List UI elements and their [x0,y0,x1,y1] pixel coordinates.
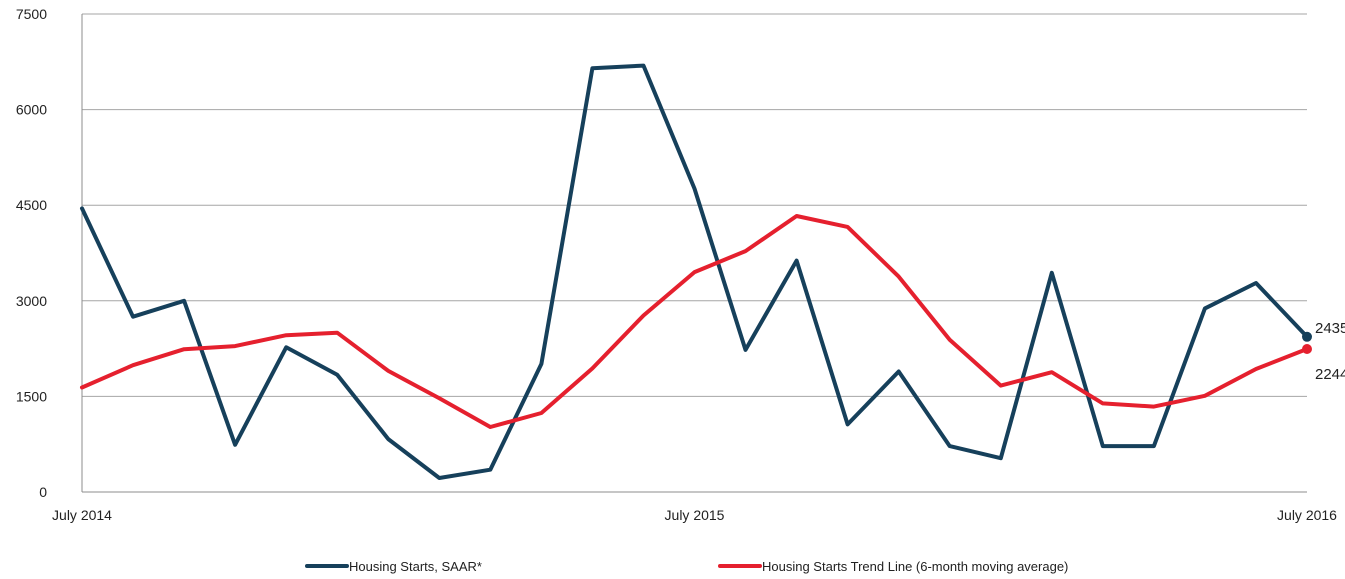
y-tick-label: 1500 [16,388,47,404]
y-tick-label: 0 [39,484,47,500]
series-layer [80,63,1312,480]
x-tick-label: July 2015 [665,507,725,523]
legend: Housing Starts, SAAR* Housing Starts Tren… [305,559,1068,574]
gridlines [82,13,1307,397]
x-tick-label: July 2016 [1277,507,1337,523]
axes: 0 1500 3000 4500 6000 7500 July 2014 July 2015 J… [16,6,1337,523]
end-point-1 [1302,331,1312,342]
y-tick-label: 4500 [16,197,47,213]
legend-label-1: Housing Starts, SAAR* [349,559,482,574]
end-point-2 [1302,343,1312,354]
y-tick-label: 3000 [16,293,47,309]
end-labels: 2435 2244 [1315,320,1345,383]
x-tick-label: July 2014 [52,507,112,523]
series-line-1 [80,63,1309,480]
y-tick-label: 7500 [16,6,47,22]
y-tick-label: 6000 [16,102,47,118]
series-line-2 [80,214,1309,429]
end-value-label-1: 2435 [1315,320,1345,337]
end-value-label-2: 2244 [1315,366,1345,383]
legend-label-2: Housing Starts Trend Line (6-month movin… [762,559,1068,574]
